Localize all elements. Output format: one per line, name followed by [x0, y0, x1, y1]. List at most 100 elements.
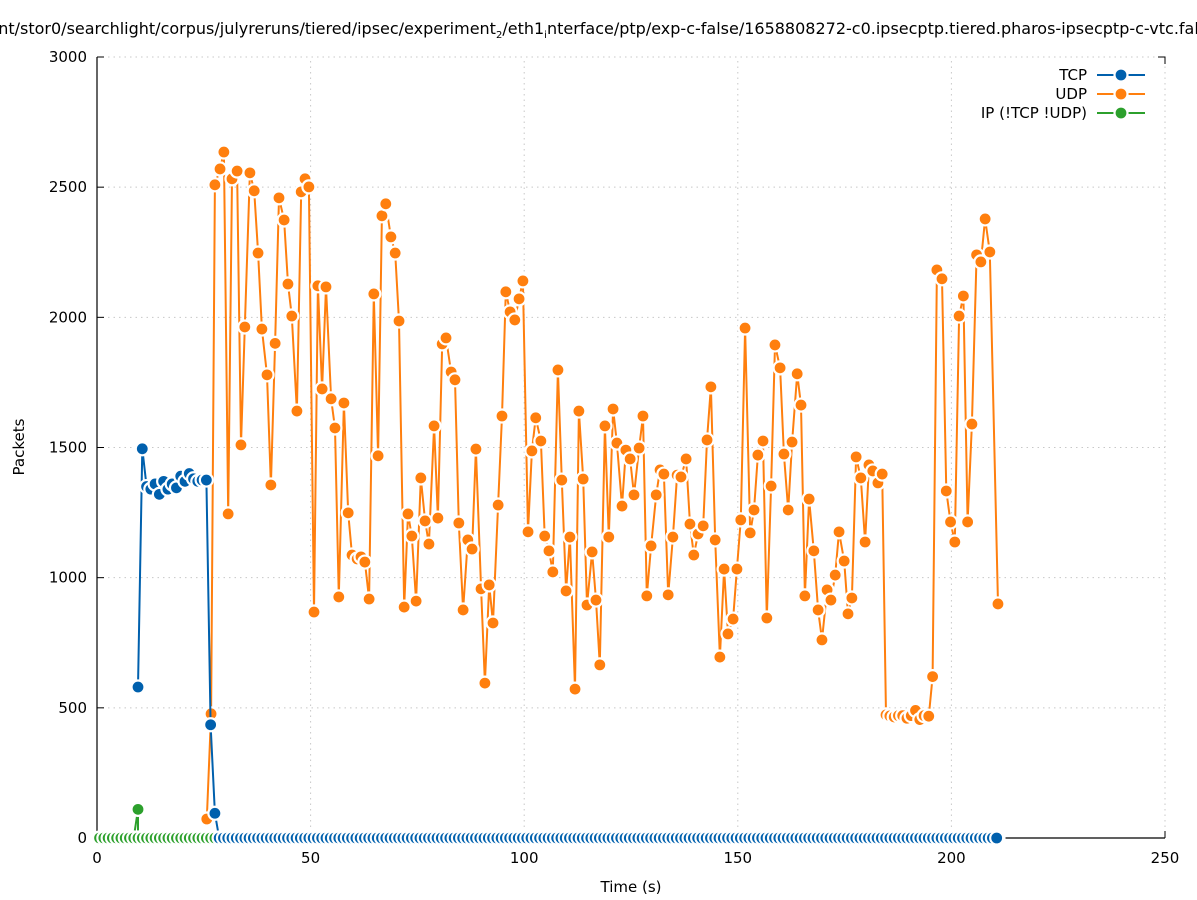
data-point — [759, 610, 775, 626]
data-point — [780, 502, 796, 518]
corner-mark — [1158, 56, 1166, 64]
data-point — [203, 717, 219, 733]
y-tick-label: 2500 — [49, 178, 87, 196]
data-point — [451, 515, 467, 531]
data-point — [660, 587, 676, 603]
data-point — [477, 675, 493, 691]
data-point — [212, 161, 228, 177]
data-point — [874, 466, 890, 482]
x-tick-label: 150 — [723, 849, 752, 867]
x-axis-label: Time (s) — [600, 878, 662, 896]
data-point — [716, 561, 732, 577]
data-point — [742, 525, 758, 541]
title-text: nt/stor0/searchlight/corpus/julyreruns/t… — [0, 19, 496, 38]
data-point — [925, 668, 941, 685]
legend-marker — [1113, 105, 1129, 121]
data-point — [951, 308, 967, 324]
data-point — [601, 529, 617, 545]
data-point — [755, 433, 771, 449]
series-udp — [199, 144, 1006, 827]
data-point — [391, 313, 407, 329]
data-point — [784, 434, 800, 450]
data-point — [528, 410, 544, 426]
y-tick-label: 500 — [58, 699, 87, 717]
data-point — [934, 271, 950, 287]
data-point — [982, 244, 998, 260]
x-tick-label: 0 — [92, 849, 102, 867]
data-point — [254, 321, 270, 337]
legend-label: IP (!TCP !UDP) — [981, 104, 1087, 122]
plot-area — [91, 144, 1006, 846]
data-point — [737, 320, 753, 336]
data-point — [284, 308, 300, 324]
x-tick-label: 100 — [510, 849, 539, 867]
data-point — [712, 649, 728, 665]
data-point — [370, 448, 386, 464]
series-line — [137, 447, 997, 839]
data-point — [331, 589, 347, 605]
data-point — [537, 528, 553, 544]
axes: 0 500 1000 1500 2000 2500 3000 0 50 100 150 200 250 — [49, 48, 1180, 867]
data-point — [267, 335, 283, 351]
data-point — [597, 418, 613, 434]
data-point — [989, 830, 1005, 846]
data-point — [233, 437, 249, 453]
data-point — [383, 229, 399, 245]
data-point — [306, 604, 322, 620]
data-point — [729, 561, 745, 577]
data-point — [336, 395, 352, 411]
data-point — [844, 590, 860, 606]
data-point — [396, 599, 412, 615]
data-point — [468, 441, 484, 457]
data-point — [673, 469, 689, 485]
data-point — [426, 418, 442, 434]
data-point — [558, 583, 574, 599]
data-point — [977, 211, 993, 227]
data-point — [511, 291, 527, 307]
data-point — [584, 544, 600, 560]
data-point — [626, 487, 642, 503]
data-point — [387, 245, 403, 261]
data-point — [973, 254, 989, 270]
data-point — [614, 498, 630, 514]
data-point — [524, 443, 540, 459]
data-point — [746, 502, 762, 518]
data-point — [814, 632, 830, 648]
data-point — [960, 514, 976, 530]
data-point — [921, 708, 937, 724]
legend-marker — [1113, 86, 1129, 102]
data-point — [246, 183, 262, 199]
y-tick-label: 3000 — [49, 48, 87, 66]
title-subscript: 2 — [495, 30, 503, 42]
data-point — [494, 408, 510, 424]
data-point — [130, 801, 146, 817]
legend-label: TCP — [1058, 66, 1087, 84]
data-point — [447, 372, 463, 388]
data-point — [545, 564, 561, 580]
data-point — [541, 543, 557, 559]
title-subscript: i — [544, 30, 547, 42]
data-point — [413, 470, 429, 486]
data-point — [554, 472, 570, 488]
y-axis-label: Packets — [10, 418, 28, 475]
data-point — [400, 506, 416, 522]
data-point — [562, 529, 578, 545]
data-point — [408, 593, 424, 609]
data-point — [229, 163, 245, 179]
data-point — [797, 588, 813, 604]
y-tick-label: 0 — [77, 829, 87, 847]
data-point — [643, 538, 659, 554]
title-text: nterface/ptp/exp-c-false/1658808272-c0.i… — [546, 19, 1197, 38]
data-point — [271, 190, 287, 206]
data-point — [318, 279, 334, 295]
data-point — [750, 447, 766, 463]
data-point — [430, 510, 446, 526]
data-point — [631, 440, 647, 456]
data-point — [314, 381, 330, 397]
data-point — [404, 528, 420, 544]
data-point — [947, 534, 963, 550]
data-point — [767, 337, 783, 353]
data-point — [220, 506, 236, 522]
data-point — [567, 681, 583, 697]
data-point — [490, 497, 506, 513]
